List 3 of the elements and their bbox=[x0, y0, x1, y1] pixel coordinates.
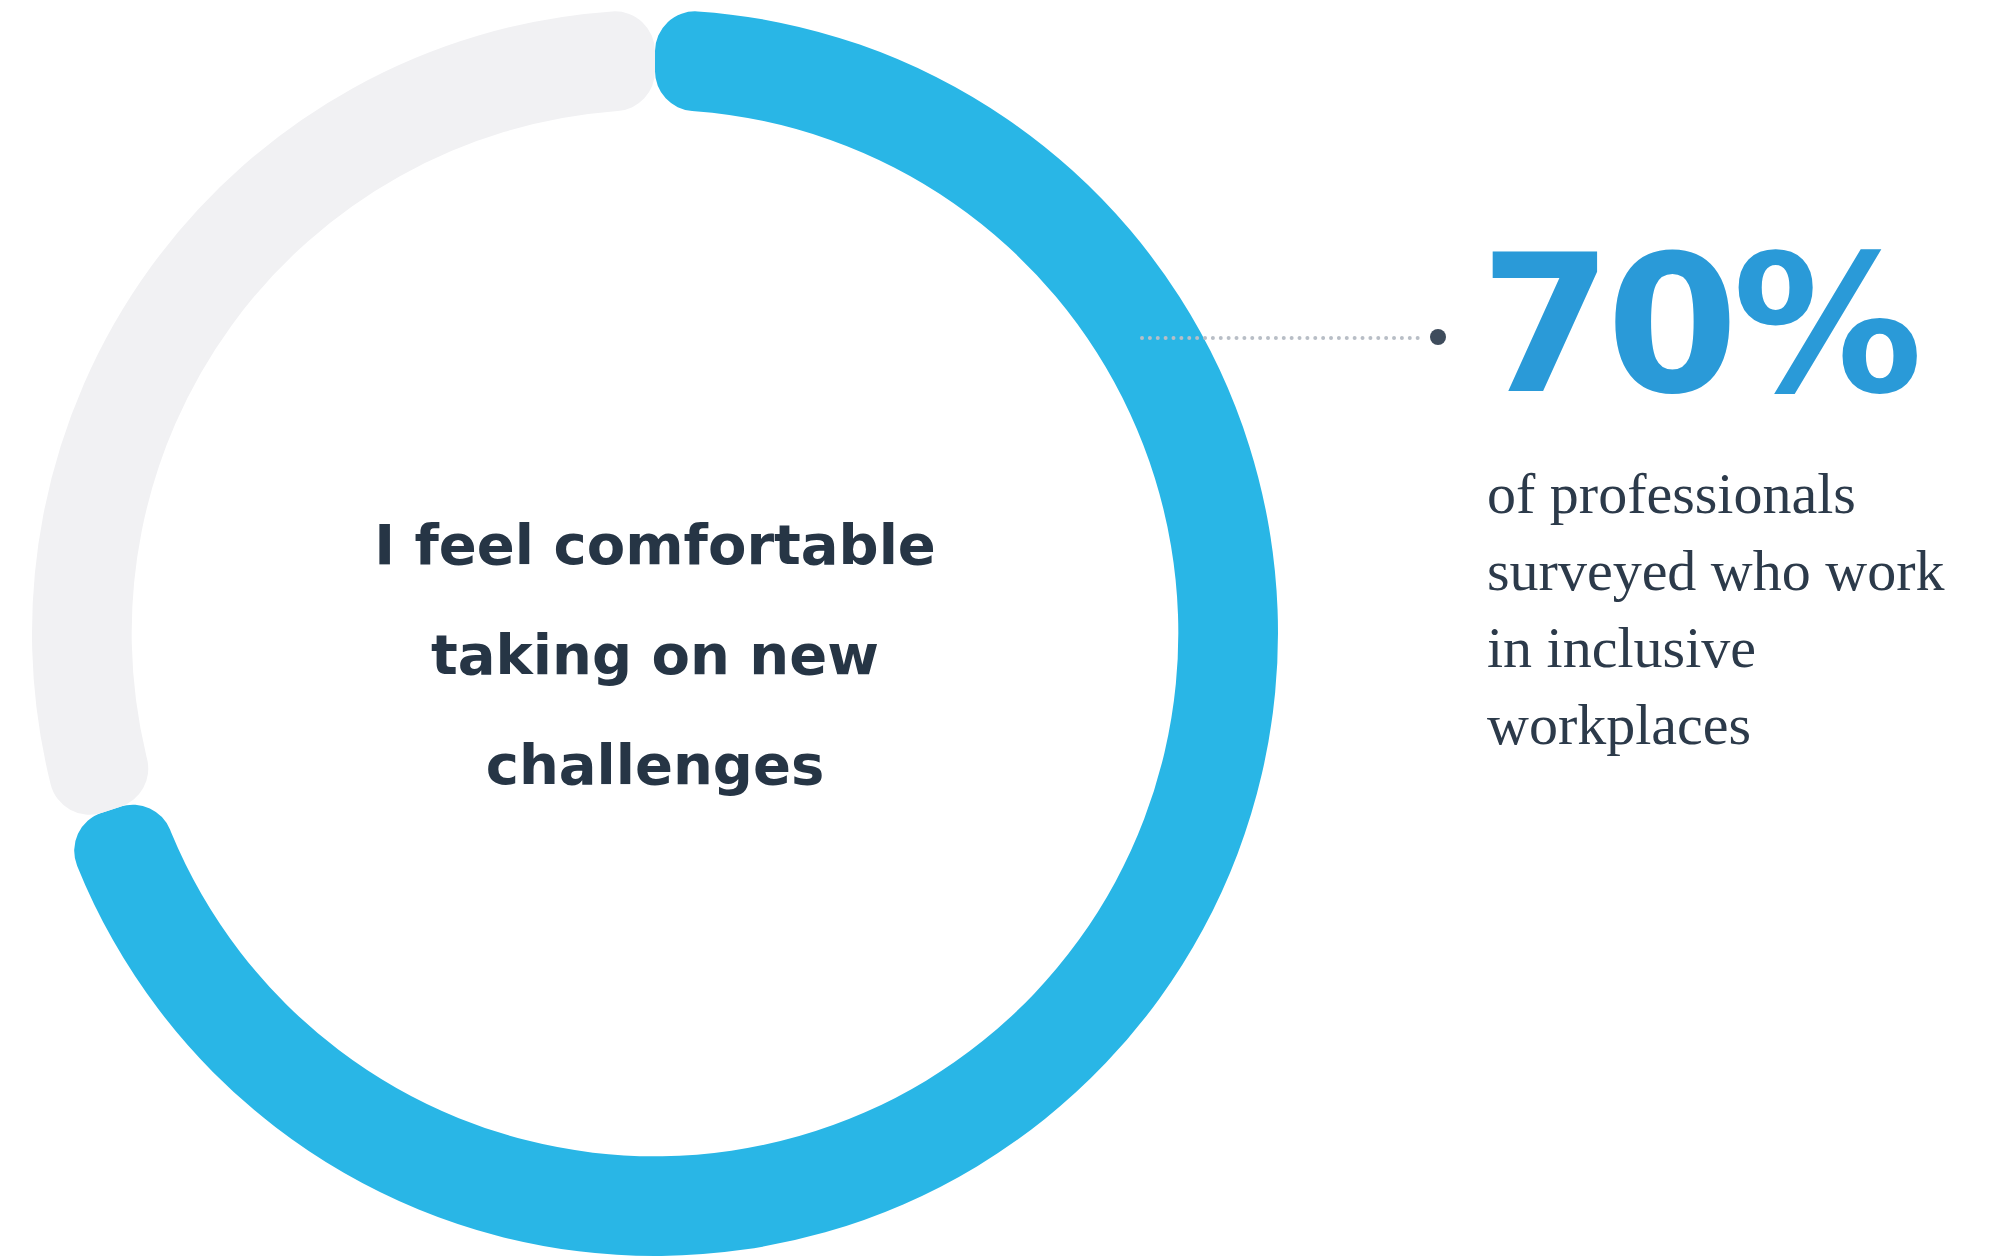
text: of professionals surveyed who work in inclusive workplaces bbox=[1487, 460, 1946, 759]
data-label: 70% bbox=[1480, 215, 1917, 436]
text: I feel comfortable taking on new challenges bbox=[373, 511, 937, 799]
